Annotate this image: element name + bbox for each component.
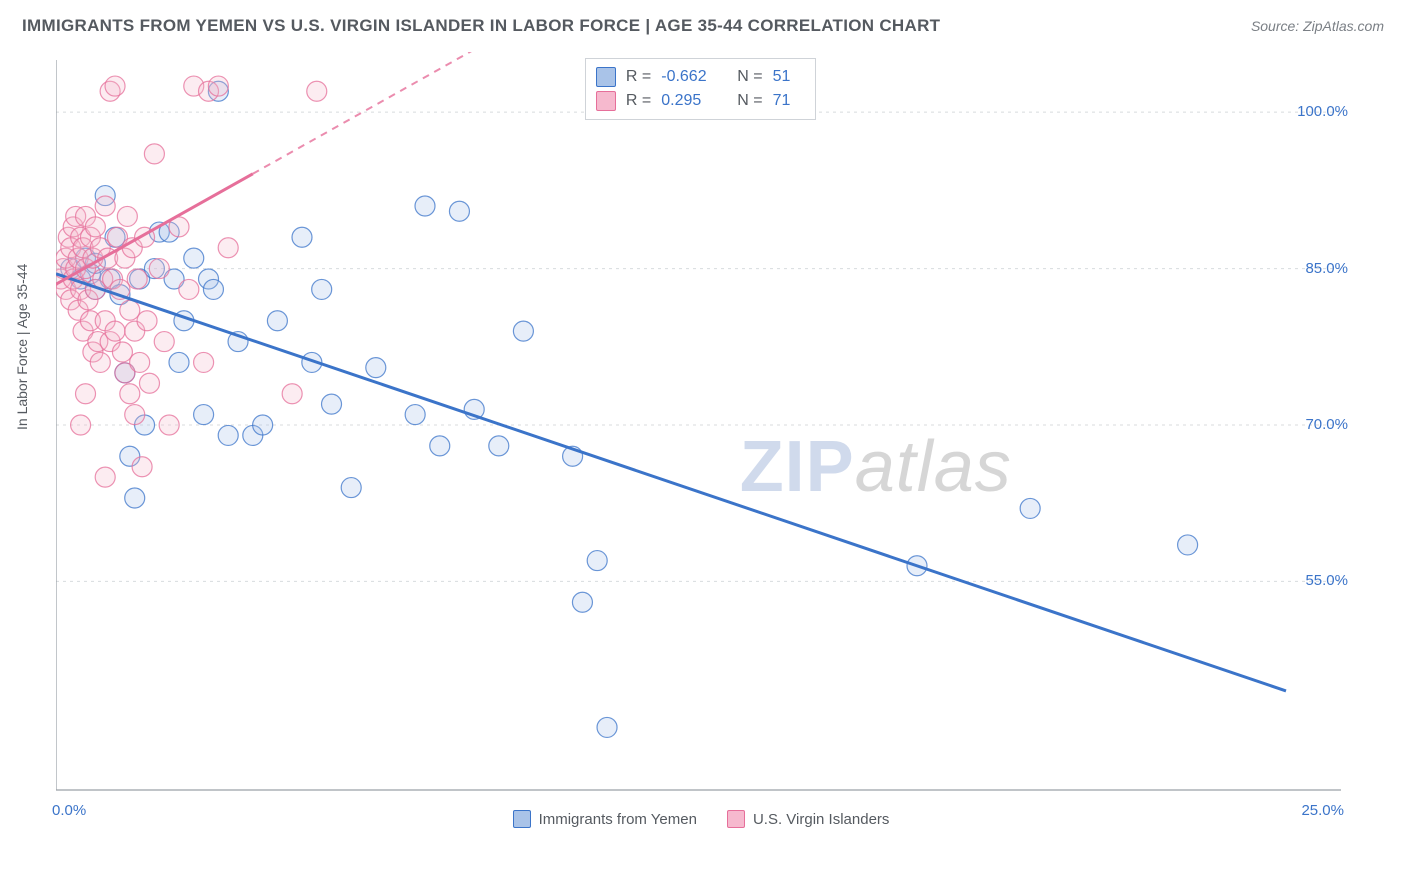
y-tick-label: 85.0% [1305,260,1348,277]
n-label: N = [737,65,762,89]
stats-swatch [596,67,616,87]
legend-label: U.S. Virgin Islanders [753,811,889,828]
r-label: R = [626,89,651,113]
legend-item: U.S. Virgin Islanders [727,810,889,828]
y-tick-label: 70.0% [1305,416,1348,433]
chart-area: ZIPatlas R =-0.662N =51R =0.295N =71 Imm… [56,52,1346,832]
source-label: Source: ZipAtlas.com [1251,18,1384,34]
legend-item: Immigrants from Yemen [513,810,697,828]
legend-bottom: Immigrants from Yemen U.S. Virgin Islande… [56,810,1346,828]
n-label: N = [737,89,762,113]
stats-row: R = 0.295 N = 71 [596,89,801,113]
title-bar: IMMIGRANTS FROM YEMEN VS U.S. VIRGIN ISL… [22,16,1384,36]
r-label: R = [626,65,651,89]
y-axis-label: In Labor Force | Age 35-44 [14,264,30,430]
stats-swatch [596,91,616,111]
r-value: -0.662 [661,65,719,89]
legend-swatch [513,810,531,828]
legend-label: Immigrants from Yemen [539,811,697,828]
x-tick-label: 0.0% [52,802,86,819]
n-value: 71 [773,89,801,113]
n-value: 51 [773,65,801,89]
chart-title: IMMIGRANTS FROM YEMEN VS U.S. VIRGIN ISL… [22,16,940,36]
stats-row: R = -0.662 N = 51 [596,65,801,89]
y-tick-label: 55.0% [1305,572,1348,589]
x-tick-label: 25.0% [1301,802,1344,819]
y-tick-label: 100.0% [1297,103,1348,120]
r-value: 0.295 [661,89,719,113]
stats-legend-box: R = -0.662 N = 51 R = 0.295 N = 71 [585,58,816,120]
legend-swatch [727,810,745,828]
scatter-plot [56,52,1346,832]
